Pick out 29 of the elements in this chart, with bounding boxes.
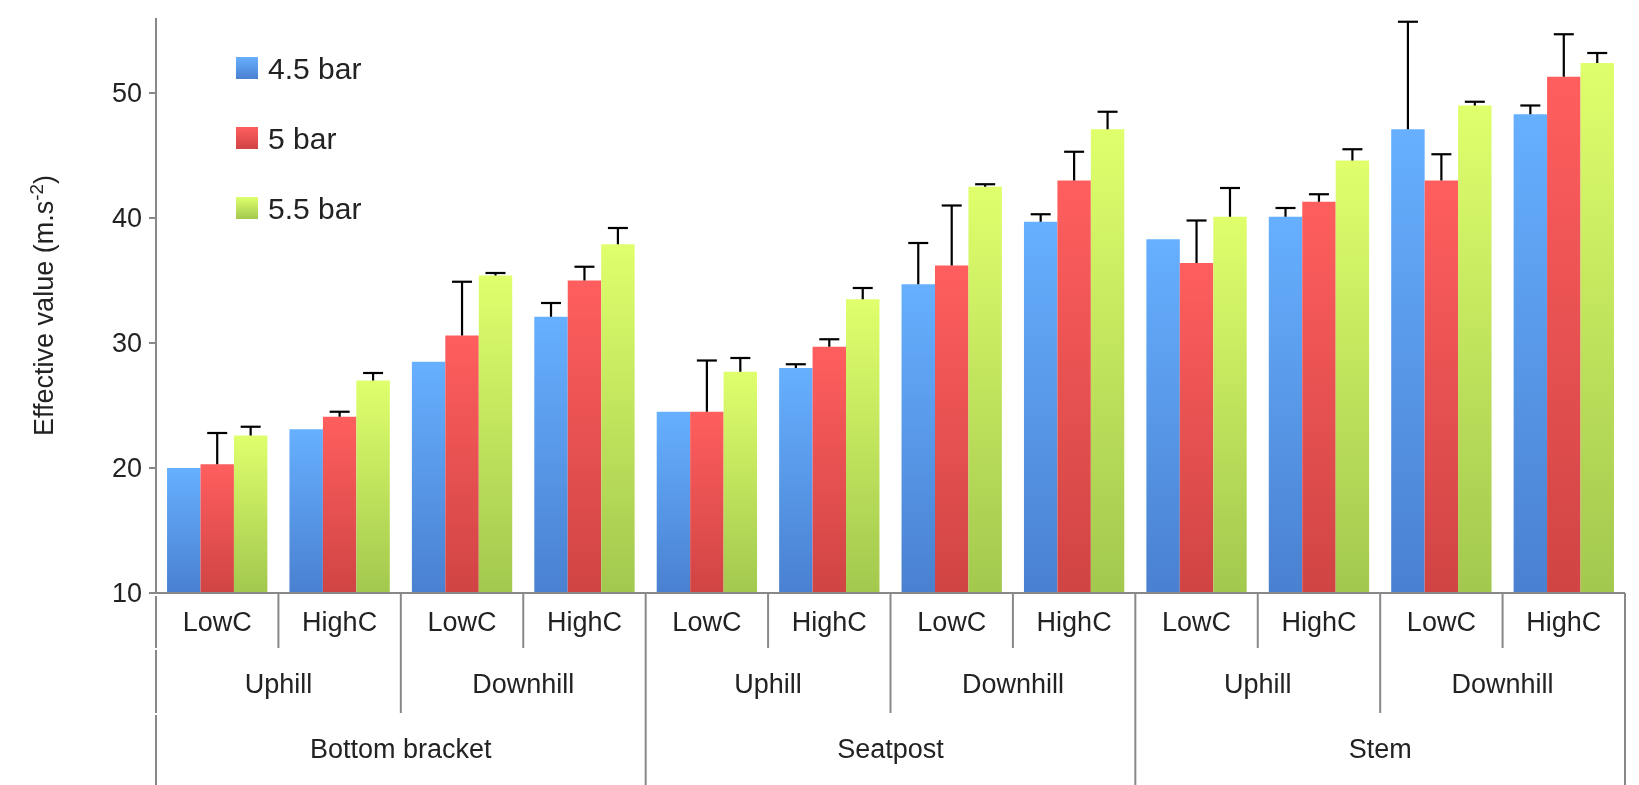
x-tick-label: HighC (546, 607, 622, 637)
x-tick-label: LowC (1406, 607, 1476, 637)
x-tick-label: LowC (917, 607, 987, 637)
y-tick-label: 30 (111, 328, 142, 359)
x-tick-label: LowC (1162, 607, 1232, 637)
x-tick-label: HighC (1036, 607, 1112, 637)
x-tick-label: LowC (182, 607, 252, 637)
legend-label: 4.5 bar (268, 51, 362, 85)
x-tick-label: HighC (1526, 607, 1602, 637)
legend-label: 5.5 bar (268, 191, 362, 225)
text: Bottom bracket (310, 734, 493, 764)
y-tick-label: 50 (111, 78, 142, 109)
text: Downhill (472, 669, 575, 699)
text: Stem (1348, 734, 1412, 764)
legend-label: 5 bar (268, 121, 337, 155)
text: Downhill (961, 669, 1064, 699)
text: Seatpost (837, 734, 945, 764)
text: Uphill (734, 669, 802, 699)
x-tick-label: HighC (1281, 607, 1357, 637)
y-tick-label: 10 (111, 578, 142, 609)
x-tick-label: HighC (791, 607, 867, 637)
text: Uphill (1223, 669, 1292, 699)
x-tick-label: HighC (302, 607, 378, 637)
text: Downhill (1451, 669, 1554, 699)
x-tick-label: LowC (427, 607, 497, 637)
y-tick-label: 20 (111, 453, 142, 484)
text: Uphill (244, 669, 313, 699)
y-tick-label: 40 (111, 203, 142, 234)
x-tick-label: LowC (672, 607, 742, 637)
